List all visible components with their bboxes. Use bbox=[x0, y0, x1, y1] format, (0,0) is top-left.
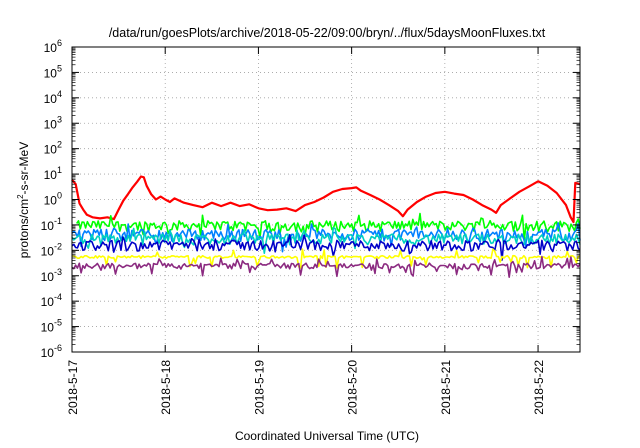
x-axis-label: Coordinated Universal Time (UTC) bbox=[235, 429, 419, 443]
y-tick-exponent: -6 bbox=[54, 343, 62, 353]
x-tick-label: 2018-5-22 bbox=[532, 360, 546, 415]
y-tick-base: 10 bbox=[44, 41, 58, 55]
y-tick-exponent: 6 bbox=[57, 38, 62, 48]
y-tick-exponent: -1 bbox=[54, 216, 62, 226]
x-tick-labels: 2018-5-17 2018-5-18 2018-5-19 2018-5-20 2018… bbox=[66, 360, 546, 415]
y-tick-base: 10 bbox=[41, 219, 55, 233]
x-tick-label: 2018-5-21 bbox=[439, 360, 453, 415]
series-line-4 bbox=[71, 234, 581, 261]
y-axis-label-rest: -s-sr-MeV bbox=[17, 142, 31, 195]
y-axis-label-main: protons/cm bbox=[17, 199, 31, 258]
y-tick-label: 10-5 bbox=[41, 318, 62, 335]
chart-title: /data/run/goesPlots/archive/2018-05-22/0… bbox=[109, 26, 546, 40]
y-tick-labels: 10610510410310210110010-110-210-310-410-… bbox=[41, 38, 62, 360]
y-tick-exponent: 3 bbox=[57, 114, 62, 124]
y-axis-label: protons/cm2-s-sr-MeV bbox=[16, 142, 31, 258]
y-tick-exponent: -2 bbox=[54, 241, 62, 251]
y-tick-base: 10 bbox=[44, 143, 58, 157]
series-lines bbox=[71, 175, 581, 279]
y-tick-base: 10 bbox=[44, 194, 58, 208]
y-tick-exponent: 4 bbox=[57, 89, 62, 99]
y-tick-exponent: 5 bbox=[57, 63, 62, 73]
y-tick-base: 10 bbox=[41, 295, 55, 309]
y-tick-base: 10 bbox=[44, 66, 58, 80]
y-axis-label-sup: 2 bbox=[16, 194, 25, 199]
y-tick-label: 10-1 bbox=[41, 216, 62, 233]
y-tick-label: 104 bbox=[44, 89, 62, 106]
y-tick-base: 10 bbox=[44, 117, 58, 131]
series-line-3 bbox=[71, 227, 581, 254]
y-tick-base: 10 bbox=[41, 244, 55, 258]
y-tick-exponent: -4 bbox=[54, 292, 62, 302]
y-tick-label: 102 bbox=[44, 140, 62, 157]
y-tick-base: 10 bbox=[44, 92, 58, 106]
x-tick-label: 2018-5-18 bbox=[159, 360, 173, 415]
y-tick-base: 10 bbox=[41, 346, 55, 360]
y-tick-base: 10 bbox=[41, 270, 55, 284]
y-tick-label: 100 bbox=[44, 191, 62, 208]
y-tick-exponent: -3 bbox=[54, 267, 62, 277]
series-line-1 bbox=[76, 212, 581, 241]
y-tick-exponent: 2 bbox=[57, 140, 62, 150]
y-tick-label: 10-6 bbox=[41, 343, 62, 360]
y-tick-label: 103 bbox=[44, 114, 62, 131]
y-tick-exponent: -5 bbox=[54, 318, 62, 328]
y-tick-label: 101 bbox=[44, 165, 62, 182]
series-line-6 bbox=[71, 255, 581, 279]
y-tick-base: 10 bbox=[44, 168, 58, 182]
y-tick-label: 10-4 bbox=[41, 292, 62, 309]
series-line-0 bbox=[71, 175, 581, 224]
x-tick-label: 2018-5-17 bbox=[66, 360, 80, 415]
y-tick-label: 10-2 bbox=[41, 241, 62, 258]
grid-lines bbox=[72, 47, 580, 352]
x-tick-label: 2018-5-19 bbox=[252, 360, 266, 415]
y-tick-label: 105 bbox=[44, 63, 62, 80]
x-tick-label: 2018-5-20 bbox=[346, 360, 360, 415]
y-tick-exponent: 1 bbox=[57, 165, 62, 175]
y-tick-label: 10-3 bbox=[41, 267, 62, 284]
y-tick-base: 10 bbox=[41, 321, 55, 335]
tick-marks bbox=[71, 46, 580, 353]
y-tick-exponent: 0 bbox=[57, 191, 62, 201]
y-tick-label: 106 bbox=[44, 38, 62, 55]
